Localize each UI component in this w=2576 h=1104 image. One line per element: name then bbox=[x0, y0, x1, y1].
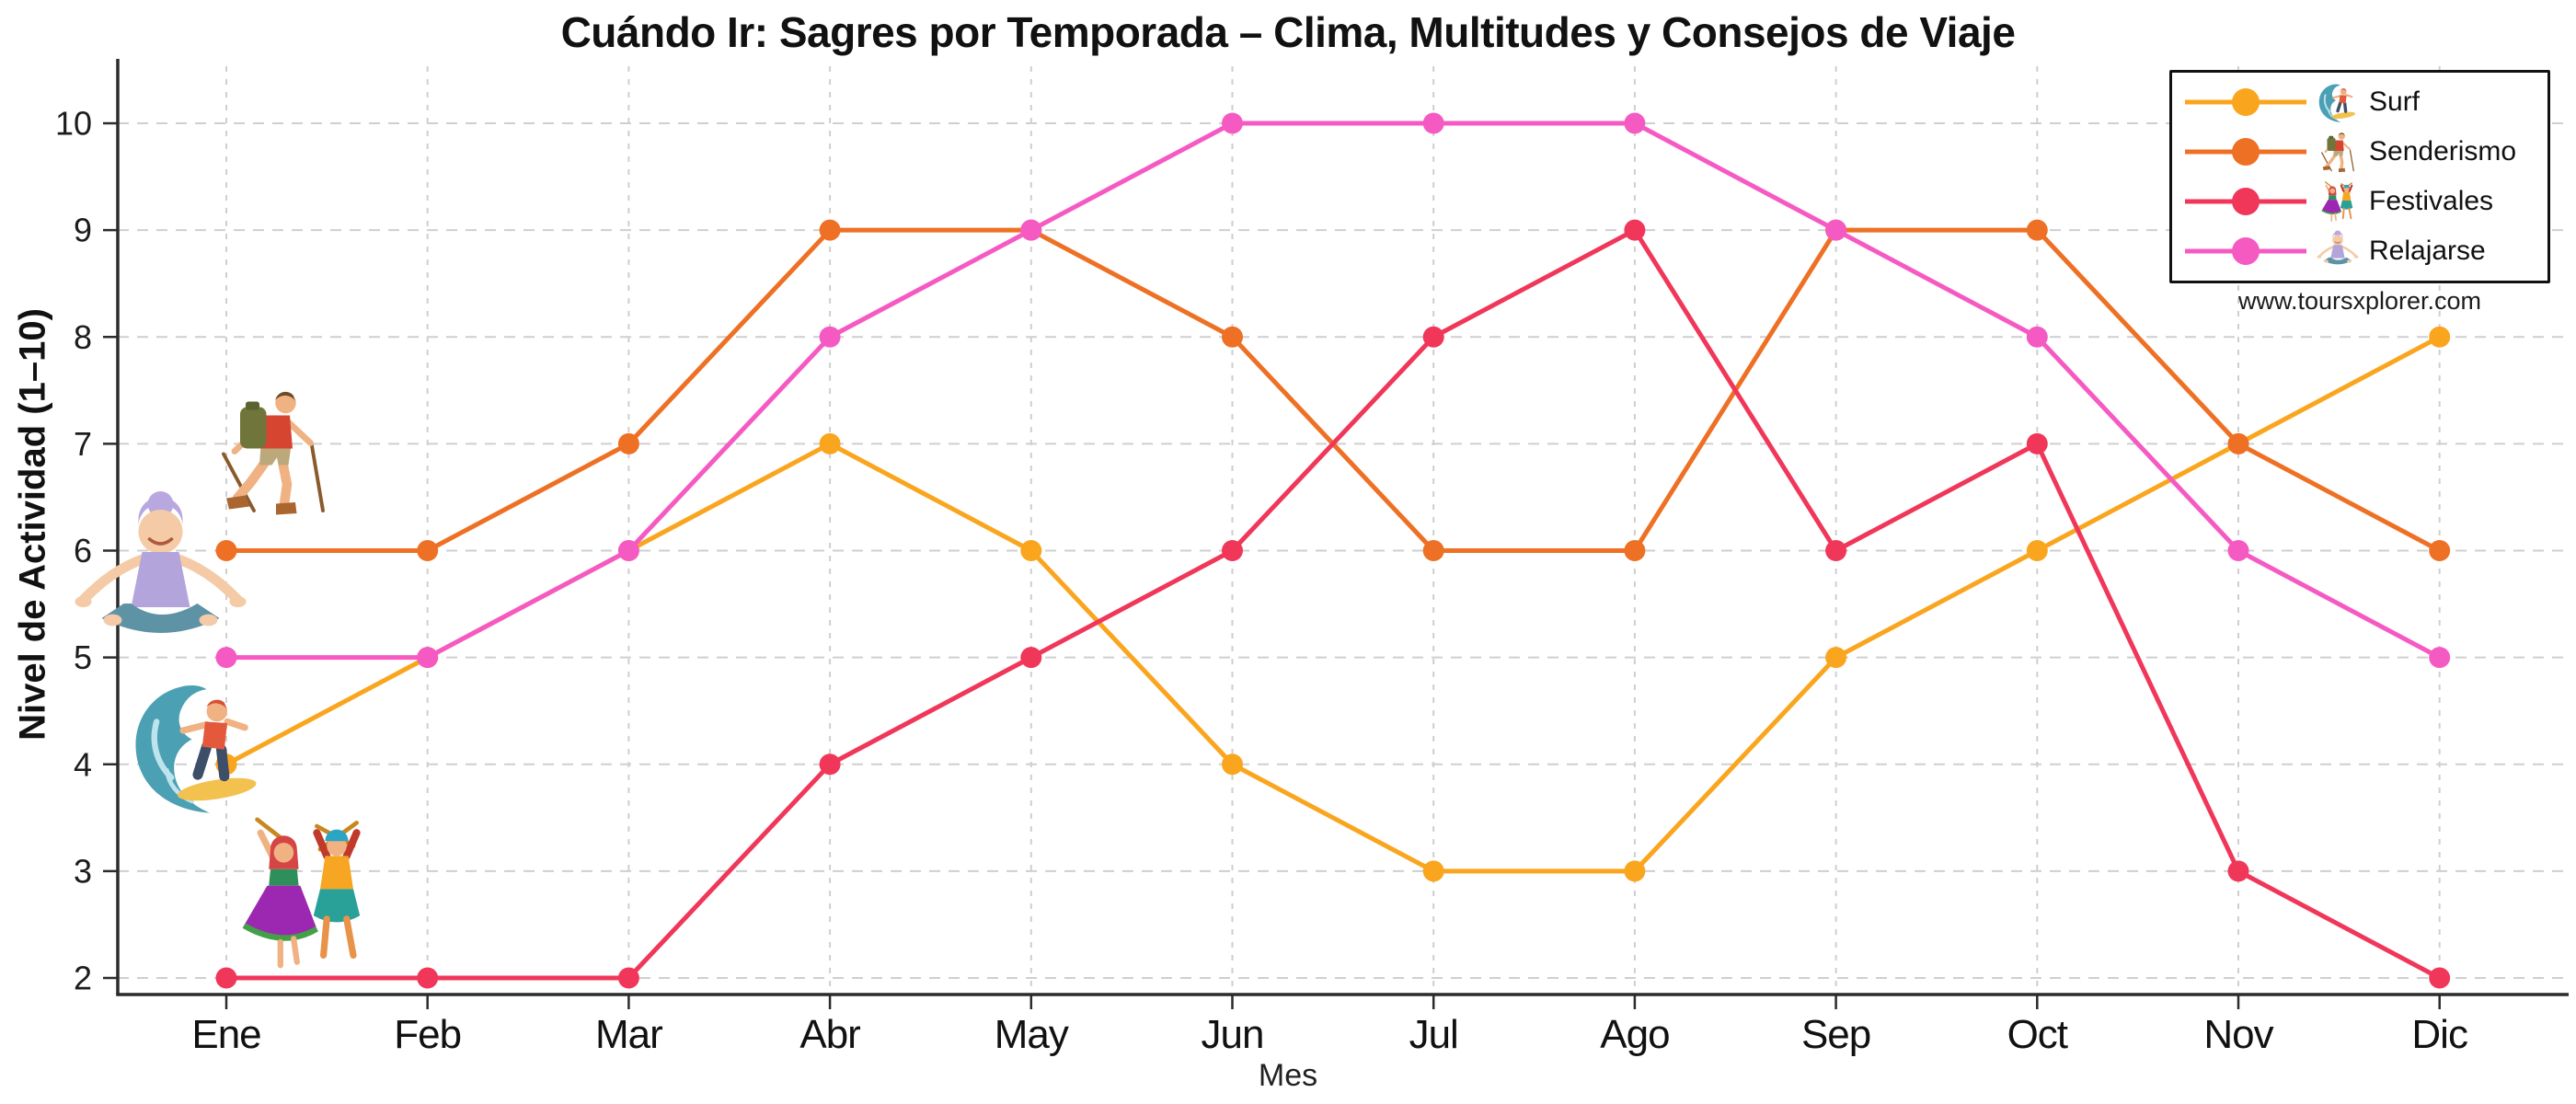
y-axis-title: Nivel de Actividad (1–10) bbox=[12, 308, 53, 741]
data-point-surf bbox=[1422, 860, 1444, 882]
legend-label: Relajarse bbox=[2369, 236, 2486, 266]
data-point-festivales bbox=[1624, 219, 1646, 241]
x-tick-label: Mar bbox=[595, 1012, 662, 1057]
data-point-surf bbox=[2026, 540, 2048, 561]
legend-item-surf: Surf bbox=[2181, 78, 2538, 126]
x-axis-title: Mes bbox=[1258, 1058, 1318, 1093]
data-point-senderismo bbox=[1222, 326, 1243, 348]
y-tick-label: 10 bbox=[55, 105, 92, 143]
series-line-festivales bbox=[224, 227, 2443, 981]
y-tick-label: 5 bbox=[74, 638, 92, 676]
yoga-icon bbox=[2316, 229, 2360, 273]
legend-label: Festivales bbox=[2369, 186, 2494, 216]
legend-line-marker bbox=[2185, 237, 2306, 265]
data-point-festivales bbox=[1020, 647, 1042, 669]
x-tick-label: Jun bbox=[1202, 1012, 1264, 1057]
x-tick-label: May bbox=[995, 1012, 1069, 1057]
x-tick-label: Feb bbox=[394, 1012, 461, 1057]
dancers-icon bbox=[2316, 179, 2360, 224]
x-tick-label: Jul bbox=[1409, 1012, 1458, 1057]
page-title: Cuándo Ir: Sagres por Temporada – Clima,… bbox=[560, 8, 2016, 56]
x-tick-label: Nov bbox=[2203, 1012, 2273, 1057]
x-tick-label: Sep bbox=[1801, 1012, 1870, 1057]
data-point-relajarse bbox=[1624, 112, 1646, 134]
y-tick-label: 3 bbox=[74, 852, 92, 890]
y-tick-label: 7 bbox=[74, 425, 92, 463]
data-point-surf bbox=[1222, 753, 1243, 776]
y-tick-label: 4 bbox=[74, 745, 92, 783]
data-point-senderismo bbox=[617, 432, 639, 454]
data-point-relajarse bbox=[819, 326, 841, 348]
data-point-surf bbox=[1825, 647, 1847, 669]
legend-line-marker bbox=[2185, 88, 2306, 116]
dancers-icon bbox=[221, 810, 386, 975]
yoga-icon bbox=[57, 486, 264, 670]
data-point-senderismo bbox=[2429, 540, 2451, 561]
x-tick-label: Ene bbox=[191, 1012, 260, 1057]
data-point-relajarse bbox=[2227, 540, 2249, 561]
data-point-senderismo bbox=[1624, 540, 1646, 561]
data-point-relajarse bbox=[215, 647, 237, 669]
series-line-senderismo bbox=[224, 227, 2443, 553]
data-point-festivales bbox=[2429, 967, 2451, 989]
x-tick-label: Oct bbox=[2007, 1012, 2068, 1057]
x-tick-label: Ago bbox=[1600, 1012, 1669, 1057]
data-point-festivales bbox=[1825, 540, 1847, 561]
legend-item-relajarse: Relajarse bbox=[2181, 227, 2538, 275]
legend-item-senderismo: Senderismo bbox=[2181, 128, 2538, 176]
data-point-festivales bbox=[2026, 432, 2048, 454]
data-point-relajarse bbox=[1222, 112, 1243, 134]
x-tick-label: Abr bbox=[799, 1012, 860, 1057]
data-point-relajarse bbox=[417, 647, 439, 669]
data-point-senderismo bbox=[215, 540, 237, 561]
series-line-relajarse bbox=[224, 121, 2443, 661]
legend-label: Surf bbox=[2369, 86, 2421, 117]
watermark-text: www.toursxplorer.com bbox=[2237, 287, 2482, 315]
data-point-festivales bbox=[617, 967, 639, 989]
data-point-senderismo bbox=[417, 540, 439, 561]
y-tick-label: 2 bbox=[74, 960, 92, 997]
legend-line-marker bbox=[2185, 188, 2306, 215]
data-point-senderismo bbox=[2026, 219, 2048, 241]
legend-label: Senderismo bbox=[2369, 136, 2517, 167]
data-point-festivales bbox=[417, 967, 439, 989]
data-point-festivales bbox=[215, 967, 237, 989]
data-point-relajarse bbox=[1422, 112, 1444, 134]
legend-line-marker bbox=[2185, 138, 2306, 166]
data-point-senderismo bbox=[819, 219, 841, 241]
data-point-relajarse bbox=[2026, 326, 2048, 348]
data-point-relajarse bbox=[2429, 647, 2451, 669]
data-point-festivales bbox=[1422, 326, 1444, 348]
data-point-relajarse bbox=[1825, 219, 1847, 241]
data-point-senderismo bbox=[2227, 432, 2249, 454]
data-point-relajarse bbox=[617, 540, 639, 561]
x-tick-label: Dic bbox=[2411, 1012, 2467, 1057]
legend: Surf Senderismo Festivales Relajarse bbox=[2169, 70, 2550, 283]
data-point-surf bbox=[2429, 326, 2451, 348]
data-point-surf bbox=[1624, 860, 1646, 882]
series-line-surf bbox=[224, 334, 2443, 874]
data-point-senderismo bbox=[1422, 540, 1444, 561]
data-point-festivales bbox=[1222, 540, 1243, 561]
y-tick-label: 9 bbox=[74, 212, 92, 249]
y-tick-label: 6 bbox=[74, 532, 92, 569]
surfer-icon bbox=[115, 672, 281, 819]
hiker-icon bbox=[2316, 130, 2360, 174]
y-tick-label: 8 bbox=[74, 318, 92, 356]
legend-item-festivales: Festivales bbox=[2181, 178, 2538, 225]
surfer-icon bbox=[2316, 80, 2360, 124]
data-point-surf bbox=[819, 432, 841, 454]
data-point-festivales bbox=[2227, 860, 2249, 882]
data-point-festivales bbox=[819, 753, 841, 776]
data-point-relajarse bbox=[1020, 219, 1042, 241]
data-point-surf bbox=[1020, 540, 1042, 561]
